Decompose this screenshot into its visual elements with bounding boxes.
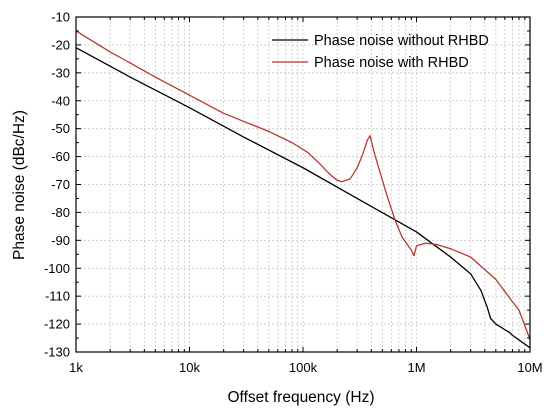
series-layer	[75, 30, 531, 349]
x-tick-label: 10k	[179, 360, 200, 375]
y-tick-label: -70	[51, 177, 70, 192]
legend: Phase noise without RHBD Phase noise with…	[272, 33, 489, 71]
y-tick-label: -90	[51, 233, 70, 248]
x-tick-label: 100k	[289, 360, 318, 375]
y-tick-label: -30	[51, 65, 70, 80]
y-tick-label: -40	[51, 93, 70, 108]
x-tick-label: 1M	[407, 360, 425, 375]
y-tick-label: -80	[51, 205, 70, 220]
y-tick-label: -100	[44, 261, 70, 276]
legend-label-1: Phase noise without RHBD	[314, 33, 489, 49]
x-axis-title: Offset frequency (Hz)	[227, 389, 374, 406]
x-tick-label: 10M	[517, 360, 542, 375]
series-line-1	[75, 47, 531, 349]
y-tick-label: -110	[45, 289, 70, 304]
y-axis-title: Phase noise (dBc/Hz)	[11, 110, 28, 260]
y-tick-label: -130	[44, 345, 70, 360]
tick-layer: 1k 10k 100k 1M 10M -10 -20 -30 -40 -50 -60 -70 -80 -9…	[44, 10, 543, 376]
series-line-2	[75, 30, 531, 340]
legend-label-2: Phase noise with RHBD	[314, 55, 469, 71]
y-tick-label: -50	[51, 121, 70, 136]
y-tick-label: -10	[51, 10, 70, 25]
y-tick-label: -120	[44, 317, 70, 332]
y-tick-label: -60	[51, 149, 70, 164]
y-tick-label: -20	[51, 37, 70, 52]
x-tick-label: 1k	[69, 360, 83, 375]
